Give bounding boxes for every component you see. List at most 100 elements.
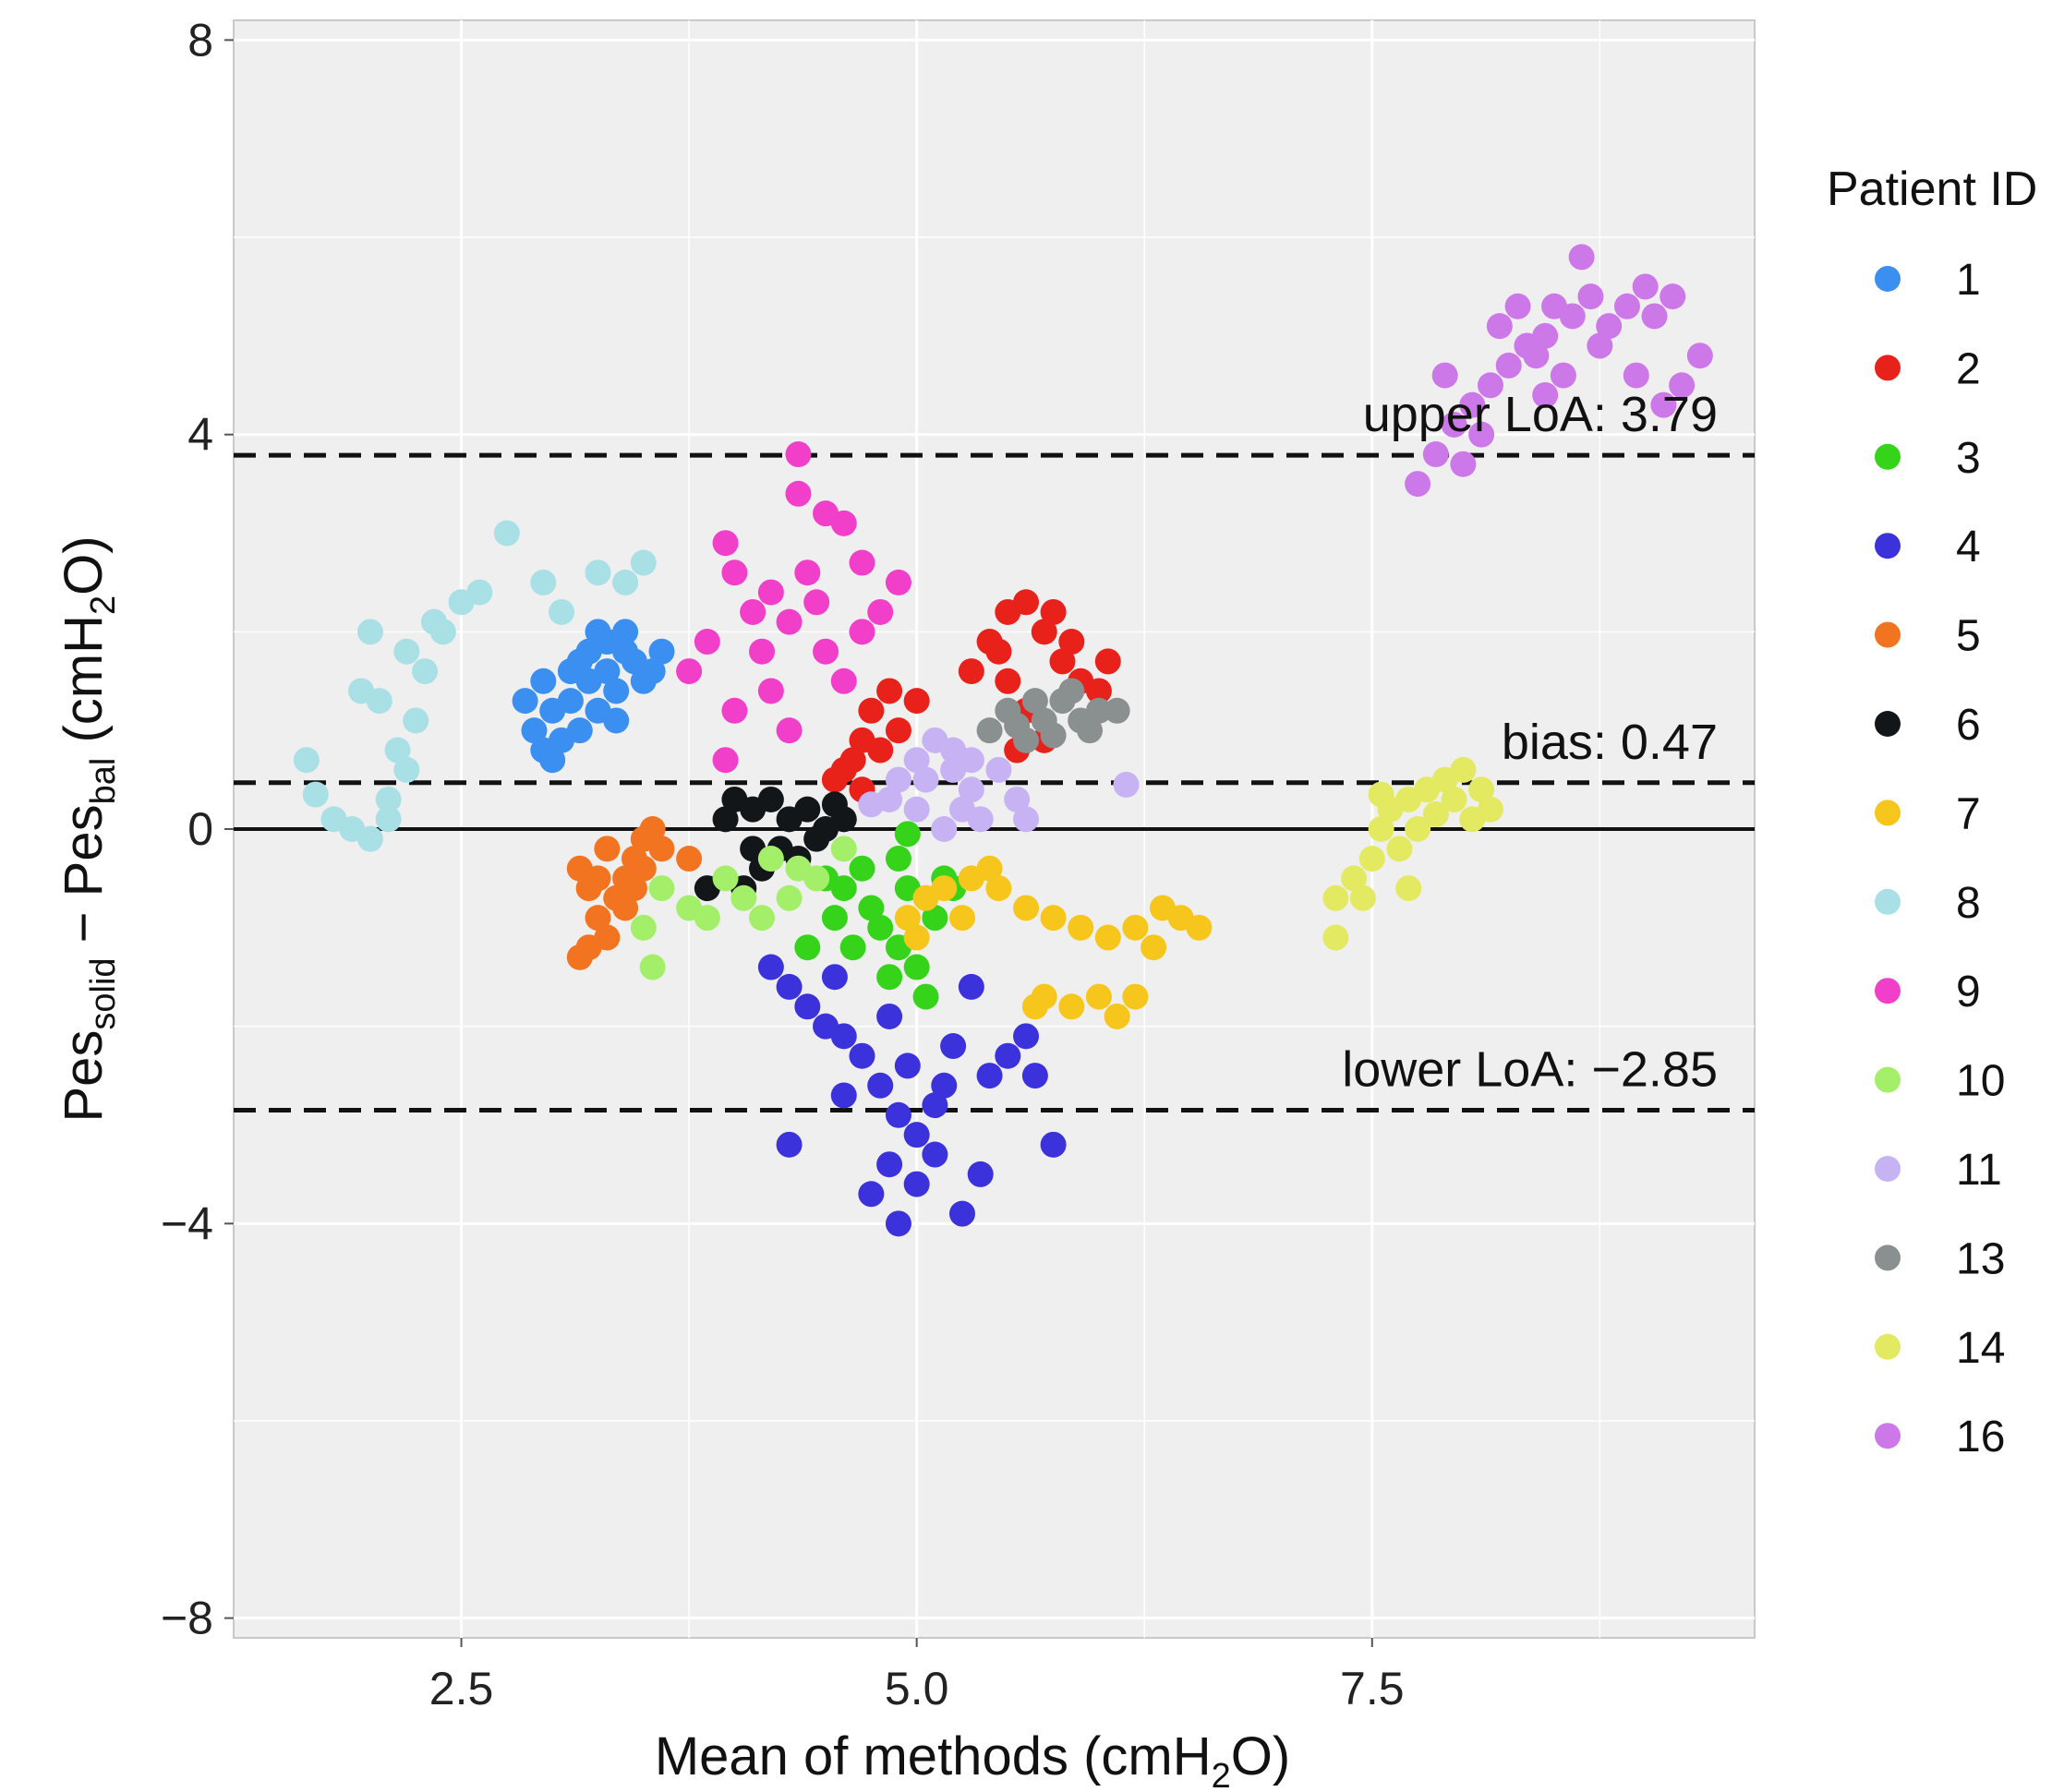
point-patient-1: [539, 747, 566, 774]
point-patient-2: [903, 688, 930, 715]
point-patient-2: [1085, 678, 1112, 704]
point-patient-10: [730, 884, 757, 911]
legend-label-9: 9: [1956, 968, 1981, 1016]
point-patient-9: [849, 619, 875, 645]
point-patient-14: [1368, 781, 1394, 808]
point-patient-4: [967, 1161, 994, 1187]
axis-ticks: 2.5 5.0 7.5 8 4 0 −4 −8: [161, 14, 1405, 1714]
point-patient-11: [1004, 786, 1031, 812]
point-patient-1: [639, 658, 666, 685]
point-patient-5: [566, 944, 593, 970]
point-patient-16: [1422, 441, 1449, 468]
point-patient-14: [1459, 806, 1486, 833]
point-patient-16: [1587, 332, 1613, 359]
y-axis-title: Pessolid − Pesbal (cmH2O): [54, 535, 123, 1122]
point-patient-3: [922, 905, 948, 932]
point-patient-1: [612, 619, 639, 645]
point-patient-9: [757, 678, 784, 704]
point-patient-3: [821, 905, 848, 932]
point-patient-4: [776, 1131, 803, 1158]
point-patient-3: [849, 855, 875, 882]
legend-label-3: 3: [1956, 434, 1981, 483]
point-patient-16: [1450, 451, 1477, 477]
point-patient-9: [794, 559, 821, 586]
point-patient-8: [420, 608, 447, 635]
grid-lines: [234, 20, 1755, 1638]
point-patient-16: [1669, 372, 1696, 399]
point-patient-16: [1431, 362, 1458, 389]
point-patient-11: [985, 756, 1012, 783]
x-tick-label: 2.5: [429, 1663, 494, 1714]
legend-swatch-11: [1875, 1156, 1901, 1182]
point-patient-4: [821, 964, 848, 991]
point-patient-11: [948, 796, 975, 823]
point-patient-10: [830, 836, 857, 862]
point-patient-5: [639, 816, 666, 842]
legend-label-8: 8: [1956, 879, 1981, 928]
point-patient-16: [1532, 381, 1559, 408]
point-patient-6: [757, 786, 784, 812]
point-patient-4: [948, 1200, 975, 1227]
legend-label-6: 6: [1956, 701, 1981, 750]
point-patient-2: [1058, 629, 1085, 655]
point-patient-9: [867, 598, 894, 625]
point-patient-4: [849, 1042, 875, 1069]
point-patient-16: [1577, 283, 1604, 310]
point-patient-16: [1568, 244, 1595, 271]
legend-label-4: 4: [1956, 523, 1981, 571]
y-tick-label: −8: [161, 1593, 213, 1644]
point-patient-2: [1040, 598, 1067, 625]
y-tick-label: 8: [187, 14, 213, 66]
point-patient-2: [867, 737, 894, 764]
point-patient-9: [757, 579, 784, 606]
point-patient-11: [958, 747, 984, 774]
point-patient-3: [794, 934, 821, 961]
point-patient-14: [1405, 816, 1431, 842]
point-patient-8: [356, 825, 383, 852]
y-tick-label: 4: [187, 409, 213, 461]
point-patient-11: [958, 776, 984, 803]
point-patient-7: [1021, 993, 1048, 1020]
point-patient-14: [1358, 846, 1385, 872]
point-patient-10: [648, 875, 675, 902]
point-patient-5: [630, 855, 657, 882]
point-patient-5: [648, 836, 675, 862]
point-patient-6: [794, 796, 821, 823]
point-patient-13: [1021, 688, 1048, 715]
point-patient-2: [821, 766, 848, 793]
legend-label-14: 14: [1956, 1324, 2005, 1373]
point-patient-6: [821, 791, 848, 818]
bias-label: bias: 0.47: [1502, 715, 1718, 770]
point-patient-3: [830, 875, 857, 902]
point-patient-4: [940, 1033, 967, 1060]
point-patient-16: [1523, 343, 1550, 369]
legend-swatch-2: [1875, 355, 1901, 381]
point-patient-4: [876, 1003, 903, 1029]
point-patient-5: [676, 846, 703, 872]
point-patient-16: [1504, 293, 1531, 319]
point-patient-11: [1113, 771, 1140, 798]
point-patient-5: [594, 836, 621, 862]
point-patient-8: [412, 658, 439, 685]
point-patient-9: [803, 589, 830, 616]
point-patient-4: [931, 1072, 958, 1099]
legend-swatch-1: [1875, 266, 1901, 292]
point-patient-4: [903, 1171, 930, 1197]
point-patient-8: [585, 559, 611, 586]
y-tick-label: 0: [187, 803, 213, 855]
point-patient-4: [976, 1063, 1003, 1089]
point-patient-4: [776, 973, 803, 1000]
point-patient-7: [1068, 914, 1094, 941]
point-patient-7: [1141, 934, 1167, 961]
legend-swatch-5: [1875, 621, 1901, 648]
point-patient-9: [776, 717, 803, 744]
x-tick-label: 7.5: [1340, 1663, 1405, 1714]
point-patient-8: [393, 638, 420, 665]
point-patient-7: [1058, 993, 1085, 1020]
point-patient-8: [375, 806, 402, 833]
point-patient-4: [867, 1072, 894, 1099]
point-patient-2: [1094, 648, 1121, 675]
legend-label-16: 16: [1956, 1413, 2005, 1461]
legend-swatch-10: [1875, 1066, 1901, 1093]
